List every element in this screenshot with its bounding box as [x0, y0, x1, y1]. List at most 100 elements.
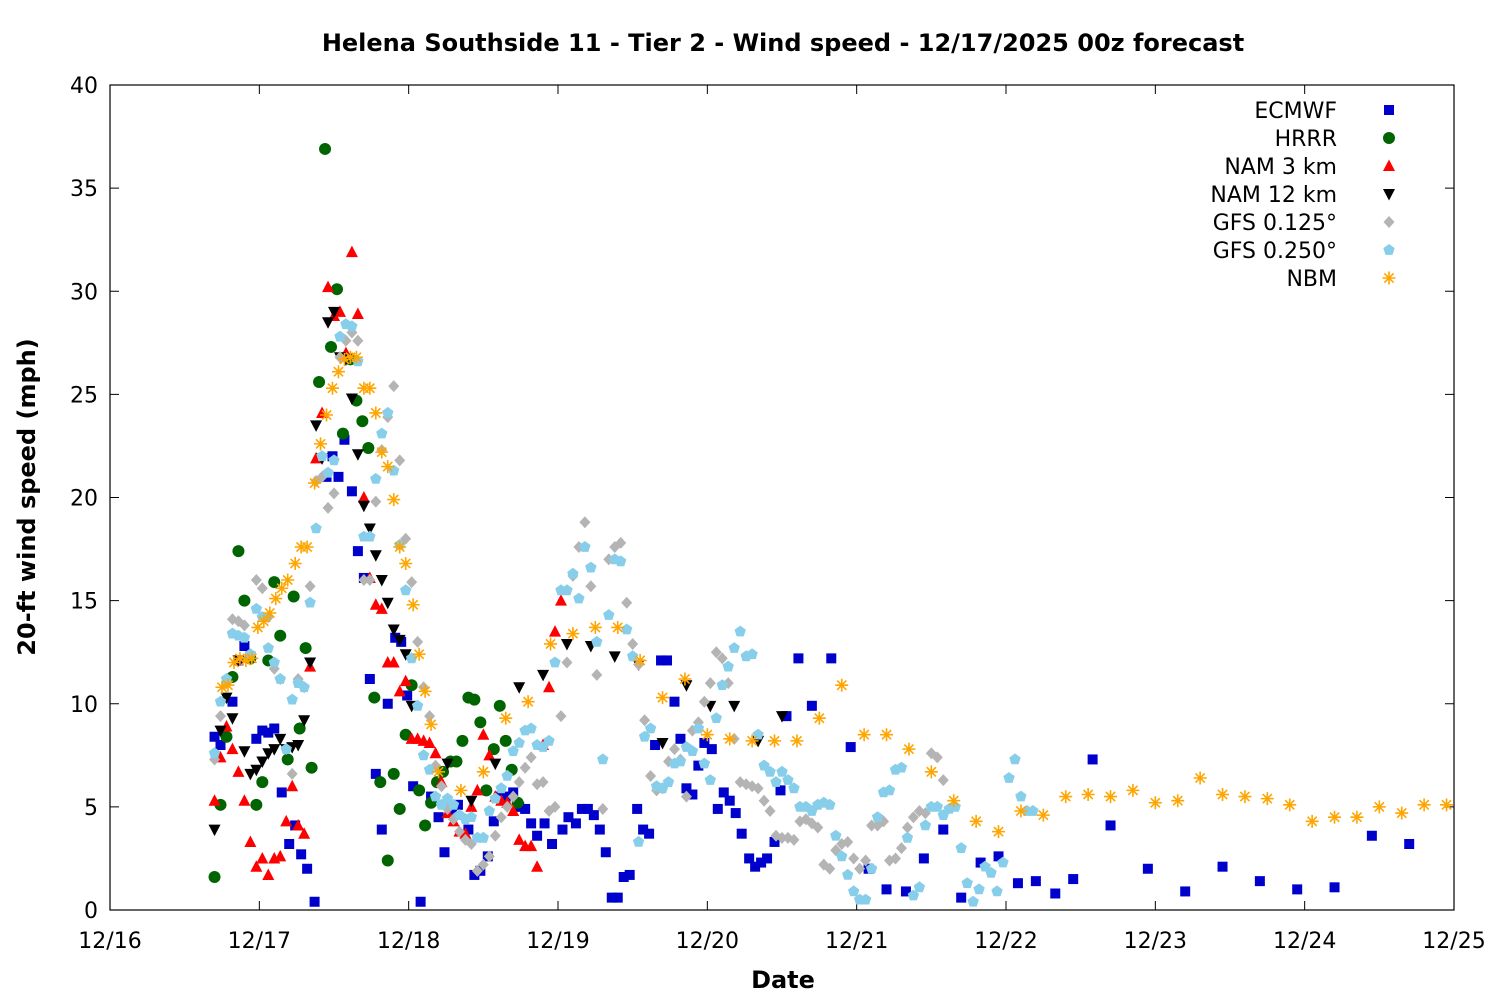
data-point-ecmwf [370, 768, 381, 779]
data-point-nam-3-km [393, 684, 406, 697]
data-point-gfs-0-125 [668, 743, 680, 756]
data-point-nam-12-km [298, 715, 311, 727]
data-point-gfs-0-250 [632, 835, 645, 847]
data-point-gfs-0-125 [507, 790, 519, 803]
y-tick-label: 30 [70, 280, 98, 305]
data-point-gfs-0-250 [268, 656, 280, 668]
data-point-hrrr [336, 427, 349, 440]
data-point-nam-12-km [256, 756, 269, 768]
data-point-nbm [412, 647, 426, 661]
data-point-ecmwf [699, 737, 710, 748]
legend-label-ecmwf: ECMWF [1254, 99, 1337, 124]
data-point-gfs-0-250 [961, 877, 973, 888]
data-point-gfs-0-250 [567, 567, 579, 579]
data-point-ecmwf [1050, 888, 1061, 899]
legend-marker-ecmwf [1384, 105, 1394, 115]
data-point-gfs-0-250 [364, 530, 376, 542]
data-point-ecmwf [1217, 861, 1228, 872]
data-point-nam-3-km [483, 748, 496, 761]
data-point-gfs-0-125 [860, 854, 872, 867]
data-point-gfs-0-125 [525, 751, 537, 764]
data-point-nbm [337, 352, 351, 366]
data-point-nbm [251, 620, 265, 634]
data-point-nbm [835, 678, 849, 692]
data-point-ecmwf [1329, 882, 1340, 893]
data-point-ecmwf [706, 744, 717, 755]
data-point-nbm [269, 592, 283, 606]
x-tick-label: 12/21 [825, 929, 888, 954]
data-point-nbm [1171, 794, 1185, 808]
legend-label-nam-3-km: NAM 3 km [1224, 155, 1337, 180]
data-point-gfs-0-125 [501, 800, 513, 813]
data-point-gfs-0-125 [621, 596, 633, 609]
data-point-ecmwf [644, 828, 655, 839]
data-point-ecmwf [1404, 839, 1415, 849]
data-point-nam-3-km [429, 746, 442, 759]
data-point-gfs-0-250 [913, 881, 926, 893]
data-point-nbm [1193, 771, 1207, 785]
data-point-nbm [263, 606, 277, 620]
data-point-gfs-0-250 [501, 769, 513, 781]
data-point-gfs-0-250 [638, 730, 651, 742]
data-point-nbm [700, 728, 714, 742]
data-point-nam-12-km [375, 575, 388, 587]
data-point-gfs-0-250 [429, 790, 442, 802]
data-point-nbm [1372, 800, 1386, 814]
data-point-gfs-0-250 [573, 592, 585, 604]
data-point-ecmwf [520, 803, 531, 814]
legend: ECMWF HRRR NAM 3 km NAM 12 km GFS 0.125° GFS … [1210, 99, 1396, 292]
data-point-nbm [308, 476, 322, 490]
data-point-ecmwf [215, 740, 226, 750]
data-point-ecmwf [669, 696, 680, 707]
data-point-nam-12-km [399, 649, 412, 661]
legend-marker-gfs-0-125 [1383, 216, 1395, 228]
data-point-nam-3-km [298, 827, 311, 839]
data-point-hrrr [362, 442, 375, 454]
data-point-nam-12-km [489, 758, 502, 771]
data-point-nbm [454, 783, 468, 797]
data-point-ecmwf [1292, 884, 1303, 895]
data-point-ecmwf [756, 857, 767, 868]
data-point-gfs-0-250 [280, 743, 292, 754]
data-point-hrrr [450, 755, 463, 768]
data-point-gfs-0-125 [489, 829, 501, 842]
data-point-gfs-0-125 [615, 536, 627, 549]
data-point-gfs-0-125 [591, 668, 603, 681]
data-point-ecmwf [1068, 874, 1079, 885]
data-point-nam-12-km [322, 317, 335, 329]
data-point-gfs-0-125 [680, 790, 692, 803]
data-point-ecmwf [938, 824, 949, 835]
x-tick-label: 12/22 [974, 929, 1037, 954]
data-point-ecmwf [309, 896, 320, 907]
x-tick-label: 12/19 [526, 929, 589, 954]
data-point-gfs-0-125 [585, 580, 597, 593]
data-point-ecmwf [364, 674, 375, 684]
data-point-nbm [656, 691, 670, 705]
data-point-ecmwf [730, 808, 741, 819]
data-point-nbm [1081, 788, 1095, 801]
data-point-gfs-0-250 [698, 757, 711, 769]
data-point-gfs-0-250 [764, 765, 776, 777]
data-point-hrrr [325, 340, 338, 353]
data-point-nam-12-km [220, 692, 233, 705]
data-points [208, 142, 1454, 907]
data-point-gfs-0-250 [830, 829, 842, 841]
data-point-nbm [331, 365, 345, 379]
data-point-gfs-0-250 [286, 693, 298, 705]
data-point-hrrr [250, 798, 263, 811]
series-gfs-0-250 [208, 318, 1039, 907]
data-point-gfs-0-125 [238, 619, 250, 632]
data-point-nam-12-km [244, 768, 257, 781]
data-point-gfs-0-250 [746, 648, 758, 660]
data-point-nbm [1440, 798, 1454, 812]
data-point-ecmwf [547, 839, 558, 849]
data-point-gfs-0-250 [370, 472, 382, 484]
data-point-gfs-0-250 [973, 883, 985, 895]
data-point-hrrr [493, 699, 506, 712]
data-point-ecmwf [408, 781, 419, 792]
data-point-ecmwf [675, 733, 686, 744]
data-point-nam-3-km [286, 779, 299, 792]
data-point-nbm [387, 493, 401, 507]
data-point-ecmwf [296, 849, 307, 860]
data-point-ecmwf [638, 824, 649, 835]
